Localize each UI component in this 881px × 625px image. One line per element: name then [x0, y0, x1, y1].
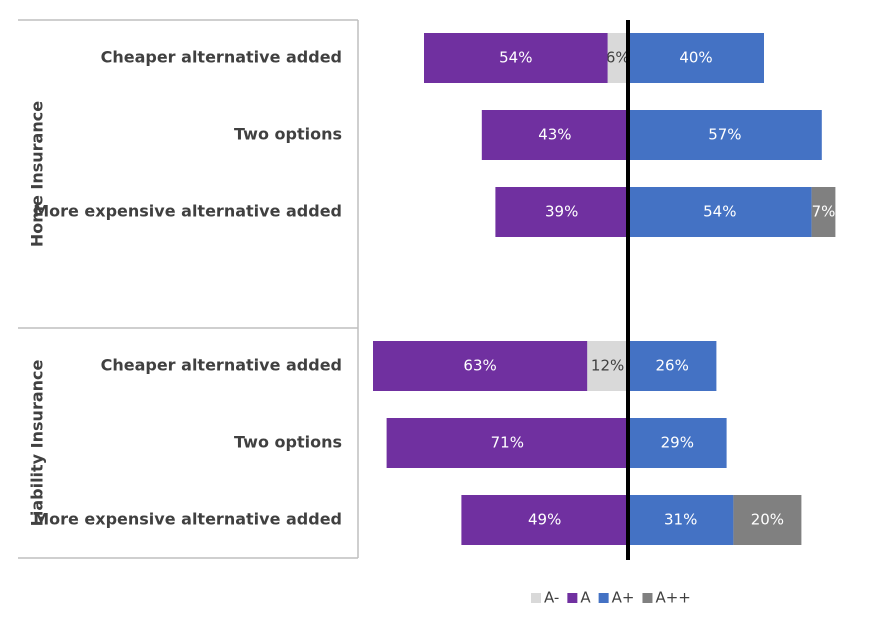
- legend-label: A-: [544, 589, 559, 607]
- data-label: 12%: [591, 357, 624, 375]
- bar-aplus: [628, 187, 812, 237]
- data-label: 71%: [491, 434, 524, 452]
- bar-aplusplus: [811, 187, 836, 237]
- data-label: 31%: [664, 511, 697, 529]
- bar-a: [373, 341, 588, 391]
- category-label: Two options: [234, 125, 342, 144]
- bar-a: [495, 187, 628, 237]
- data-label: 7%: [812, 203, 836, 221]
- data-label: 40%: [679, 49, 712, 67]
- bar-aminus: [607, 33, 628, 83]
- bar-aplus: [628, 33, 764, 83]
- bar-a: [481, 110, 628, 160]
- category-label: Cheaper alternative added: [101, 48, 342, 67]
- category-label: More expensive alternative added: [33, 202, 342, 221]
- legend-label: A+: [612, 589, 635, 607]
- bar-aplus: [628, 341, 717, 391]
- data-label: 57%: [708, 126, 741, 144]
- bar-aplus: [628, 418, 727, 468]
- group-label: Home Insurance: [28, 101, 47, 247]
- legend-swatch: [531, 593, 541, 603]
- data-label: 54%: [499, 49, 532, 67]
- bar-a: [386, 418, 628, 468]
- bar-aminus: [587, 341, 628, 391]
- legend: A- A A+ A++: [531, 589, 691, 607]
- group-label: Liability Insurance: [28, 360, 47, 527]
- legend-swatch: [598, 593, 609, 603]
- bar-aplus: [628, 110, 822, 160]
- group-frame: [18, 19, 359, 559]
- category-label: Two options: [234, 433, 342, 452]
- data-label: 63%: [463, 357, 496, 375]
- data-label: 54%: [703, 203, 736, 221]
- bars: 6% 54% 40% 43% 57% 39% 54% 7% 12% 63% 26% 71% 29% 49%…: [373, 33, 836, 545]
- data-label: 43%: [538, 126, 571, 144]
- group-labels: Home Insurance Liability Insurance: [28, 101, 47, 527]
- legend-label: A++: [655, 589, 690, 607]
- category-label: Cheaper alternative added: [101, 356, 342, 375]
- bar-aplus: [628, 495, 734, 545]
- data-label: 20%: [751, 511, 784, 529]
- legend-swatch: [642, 593, 653, 603]
- legend-label: A: [580, 589, 591, 607]
- category-label: More expensive alternative added: [33, 510, 342, 529]
- legend-swatch: [567, 593, 578, 603]
- data-label: 6%: [606, 49, 630, 67]
- data-label: 29%: [661, 434, 694, 452]
- data-label: 49%: [528, 511, 561, 529]
- category-labels: Cheaper alternative added Two options More…: [33, 48, 342, 529]
- data-label: 26%: [656, 357, 689, 375]
- bar-a: [424, 33, 608, 83]
- data-label: 39%: [545, 203, 578, 221]
- bar-aplusplus: [733, 495, 802, 545]
- bar-a: [461, 495, 628, 545]
